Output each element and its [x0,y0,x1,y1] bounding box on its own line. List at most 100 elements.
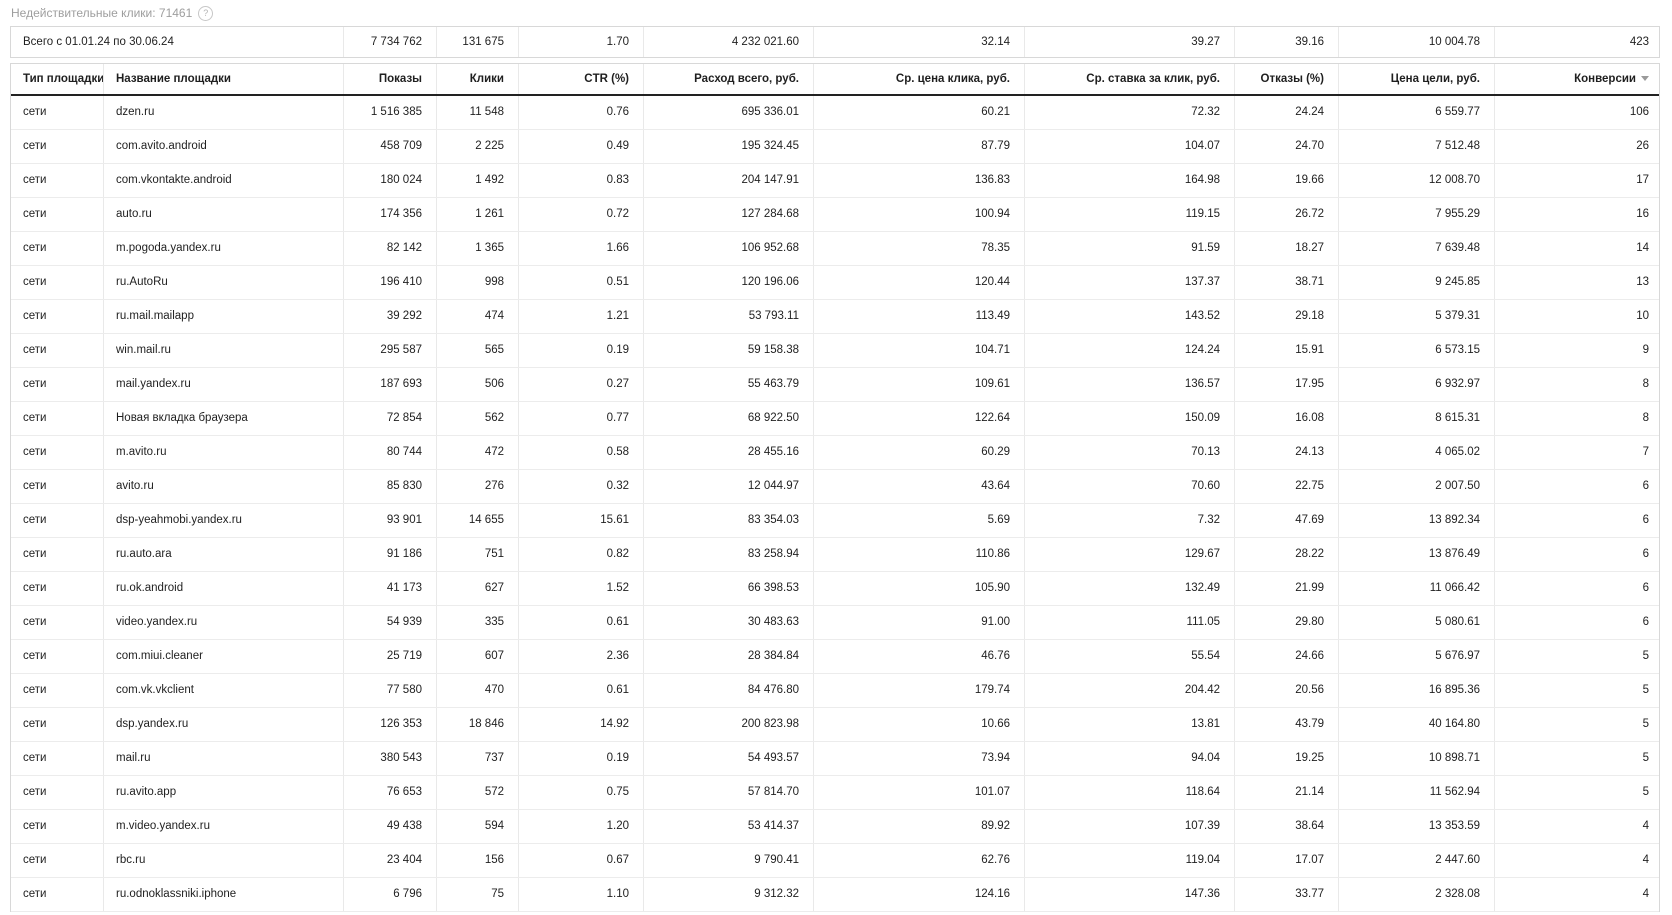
cell-conversions: 17 [1494,164,1663,197]
cell-bounce-rate: 28.22 [1234,538,1338,571]
cell-platform-name: com.avito.android [103,130,343,163]
cell-conversions: 5 [1494,742,1663,775]
cell-ctr: 0.61 [518,606,643,639]
cell-ctr: 0.61 [518,674,643,707]
cell-avg-cpc: 179.74 [813,674,1024,707]
table-row: сети m.avito.ru 80 744 472 0.58 28 455.16 60.2… [11,436,1659,470]
column-header-avg-bid[interactable]: Ср. ставка за клик, руб. [1024,64,1234,94]
cell-conversions: 6 [1494,572,1663,605]
cell-cost-total: 68 922.50 [643,402,813,435]
cell-impressions: 126 353 [343,708,436,741]
cell-avg-bid: 164.98 [1024,164,1234,197]
cell-platform-name: dzen.ru [103,96,343,129]
column-header-goal-cost[interactable]: Цена цели, руб. [1338,64,1494,94]
cell-bounce-rate: 21.99 [1234,572,1338,605]
cell-avg-bid: 137.37 [1024,266,1234,299]
cell-bounce-rate: 16.08 [1234,402,1338,435]
cell-cost-total: 695 336.01 [643,96,813,129]
cell-impressions: 72 854 [343,402,436,435]
cell-impressions: 1 516 385 [343,96,436,129]
cell-platform-name: rbc.ru [103,844,343,877]
cell-platform-name: ru.avito.app [103,776,343,809]
table-row: сети auto.ru 174 356 1 261 0.72 127 284.68 100… [11,198,1659,232]
cell-clicks: 472 [436,436,518,469]
cell-goal-cost: 8 615.31 [1338,402,1494,435]
cell-ctr: 0.83 [518,164,643,197]
column-header-platform-type[interactable]: Тип площадки [23,73,103,85]
column-header-avg-cpc[interactable]: Ср. цена клика, руб. [813,64,1024,94]
table-header-row: Тип площадки Название площадки Показы Клики… [11,64,1659,96]
cell-avg-bid: 13.81 [1024,708,1234,741]
column-header-bounce-rate[interactable]: Отказы (%) [1234,64,1338,94]
column-header-platform-name[interactable]: Название площадки [103,64,343,94]
cell-impressions: 54 939 [343,606,436,639]
cell-goal-cost: 7 512.48 [1338,130,1494,163]
cell-clicks: 470 [436,674,518,707]
cell-avg-bid: 136.57 [1024,368,1234,401]
column-header-ctr[interactable]: CTR (%) [518,64,643,94]
cell-avg-bid: 94.04 [1024,742,1234,775]
cell-platform-name: com.vk.vkclient [103,674,343,707]
cell-conversions: 5 [1494,640,1663,673]
cell-clicks: 1 492 [436,164,518,197]
cell-goal-cost: 40 164.80 [1338,708,1494,741]
cell-ctr: 0.19 [518,742,643,775]
cell-clicks: 2 225 [436,130,518,163]
cell-avg-bid: 204.42 [1024,674,1234,707]
cell-conversions: 9 [1494,334,1663,367]
table-row: сети com.vk.vkclient 77 580 470 0.61 84 476.8… [11,674,1659,708]
table-row: сети ru.avito.app 76 653 572 0.75 57 814.70 10… [11,776,1659,810]
cell-avg-cpc: 43.64 [813,470,1024,503]
cell-platform-type: сети [23,854,47,866]
column-header-cost-total[interactable]: Расход всего, руб. [643,64,813,94]
cell-platform-name: ru.odnoklassniki.iphone [103,878,343,911]
cell-clicks: 276 [436,470,518,503]
cell-avg-bid: 55.54 [1024,640,1234,673]
cell-goal-cost: 5 080.61 [1338,606,1494,639]
sort-desc-icon [1641,76,1649,82]
question-mark-circle-icon[interactable]: ? [198,5,214,21]
cell-ctr: 14.92 [518,708,643,741]
invalid-clicks-bar: Недействительные клики: 71461 ? [11,5,1672,21]
cell-platform-name: avito.ru [103,470,343,503]
cell-clicks: 156 [436,844,518,877]
totals-row: Всего с 01.01.24 по 30.06.24 7 734 762 1… [10,26,1660,58]
cell-avg-cpc: 5.69 [813,504,1024,537]
cell-platform-type: сети [23,820,47,832]
cell-cost-total: 57 814.70 [643,776,813,809]
cell-goal-cost: 12 008.70 [1338,164,1494,197]
totals-conversions: 423 [1494,27,1663,57]
cell-cost-total: 30 483.63 [643,606,813,639]
cell-goal-cost: 16 895.36 [1338,674,1494,707]
cell-bounce-rate: 21.14 [1234,776,1338,809]
cell-platform-name: ru.AutoRu [103,266,343,299]
cell-impressions: 380 543 [343,742,436,775]
column-header-impressions[interactable]: Показы [343,64,436,94]
column-header-conversions[interactable]: Конверсии [1494,64,1663,94]
cell-platform-type: сети [23,786,47,798]
cell-clicks: 751 [436,538,518,571]
table-row: сети m.pogoda.yandex.ru 82 142 1 365 1.66 106… [11,232,1659,266]
cell-goal-cost: 4 065.02 [1338,436,1494,469]
cell-bounce-rate: 24.13 [1234,436,1338,469]
cell-avg-cpc: 10.66 [813,708,1024,741]
cell-cost-total: 9 790.41 [643,844,813,877]
cell-clicks: 1 261 [436,198,518,231]
column-header-clicks[interactable]: Клики [436,64,518,94]
cell-conversions: 6 [1494,538,1663,571]
cell-bounce-rate: 26.72 [1234,198,1338,231]
cell-bounce-rate: 18.27 [1234,232,1338,265]
cell-goal-cost: 6 573.15 [1338,334,1494,367]
table-row: сети video.yandex.ru 54 939 335 0.61 30 483.6… [11,606,1659,640]
cell-avg-cpc: 100.94 [813,198,1024,231]
cell-bounce-rate: 17.07 [1234,844,1338,877]
cell-avg-cpc: 101.07 [813,776,1024,809]
cell-cost-total: 84 476.80 [643,674,813,707]
cell-platform-name: ru.auto.ara [103,538,343,571]
cell-avg-cpc: 46.76 [813,640,1024,673]
totals-avg-bid: 39.27 [1024,27,1234,57]
cell-cost-total: 59 158.38 [643,334,813,367]
cell-avg-cpc: 124.16 [813,878,1024,911]
table-row: сети com.miui.cleaner 25 719 607 2.36 28 384.… [11,640,1659,674]
cell-impressions: 41 173 [343,572,436,605]
